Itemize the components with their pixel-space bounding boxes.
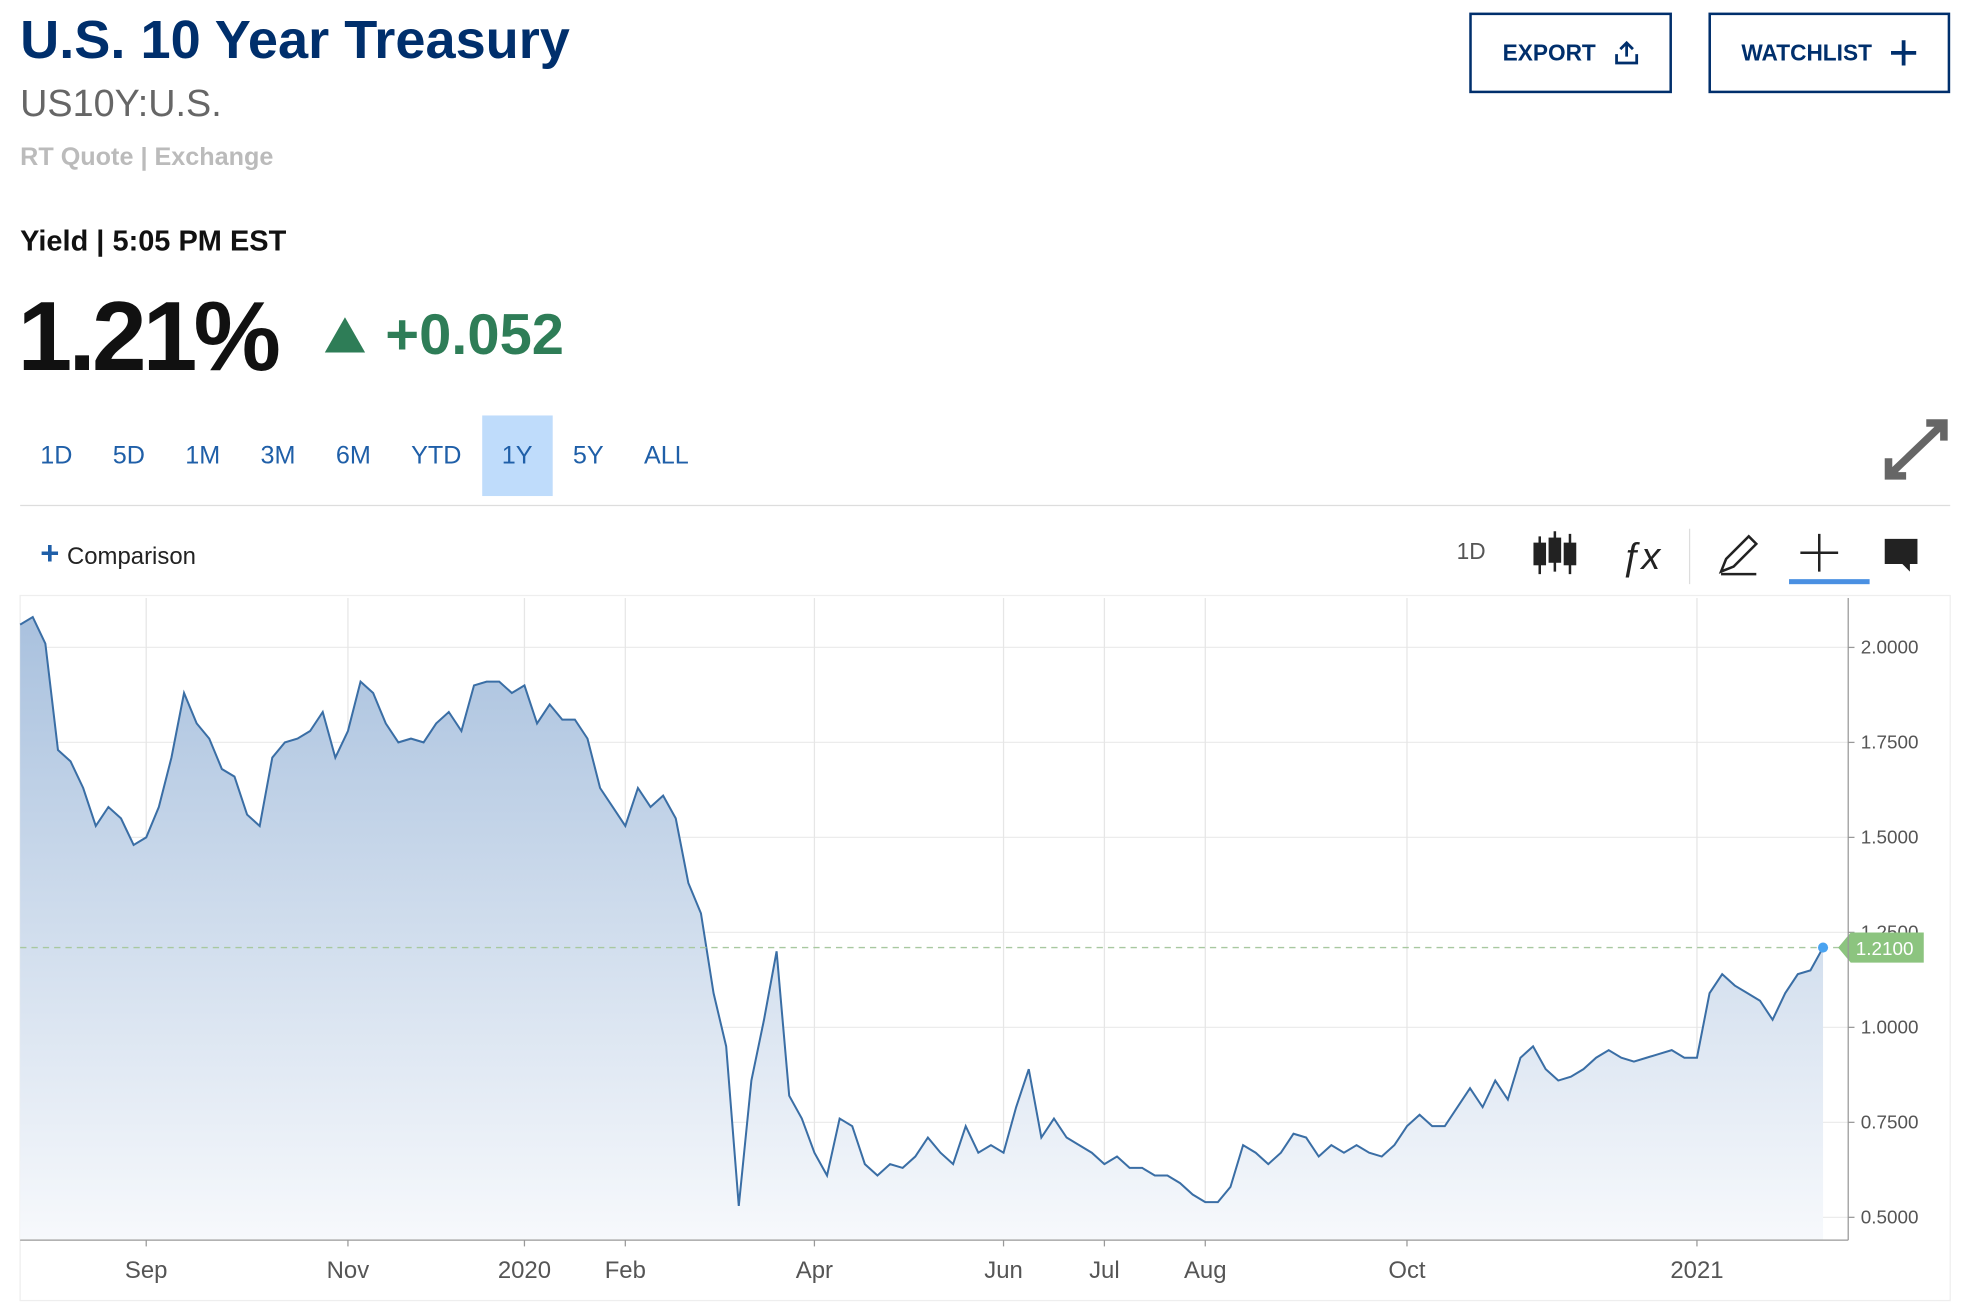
line xyxy=(19,615,1824,1207)
toolbar-icons: ƒx xyxy=(1533,528,1918,585)
x-tick-label: Sep xyxy=(125,1257,168,1284)
last-value-label: 1.2100 xyxy=(1856,939,1914,960)
change: +0.052 xyxy=(385,300,565,367)
comparison-label: Comparison xyxy=(66,543,196,571)
comparison-button[interactable]: + Comparison xyxy=(40,533,196,572)
source: RT Quote | Exchange xyxy=(20,143,274,172)
x-tick-label: Apr xyxy=(796,1257,833,1284)
range-button[interactable]: 1M xyxy=(185,441,221,470)
y-tick-label: 0.5000 xyxy=(1861,1208,1919,1229)
export-button[interactable]: EXPORT xyxy=(1469,12,1672,94)
expand-icon[interactable] xyxy=(1881,415,1952,483)
x-tick-label: Aug xyxy=(1184,1257,1227,1284)
plus-icon xyxy=(1890,40,1916,66)
range-button[interactable]: 6M xyxy=(335,441,371,470)
last-value-tag xyxy=(1838,932,1924,963)
quote-label: Yield | 5:05 PM EST xyxy=(20,224,287,257)
y-tick-label: 1.0000 xyxy=(1861,1018,1919,1039)
x-tick-label: Oct xyxy=(1388,1257,1426,1284)
y-tick-label: 1.5000 xyxy=(1861,828,1919,849)
export-icon xyxy=(1614,40,1638,65)
range-button[interactable]: 5D xyxy=(112,441,145,470)
comment-icon[interactable] xyxy=(1884,538,1918,572)
fx-icon[interactable]: ƒx xyxy=(1620,536,1661,578)
symbol: US10Y:U.S. xyxy=(20,83,222,125)
button-label: WATCHLIST xyxy=(1741,39,1872,65)
y-tick-label: 1.7500 xyxy=(1861,733,1919,754)
chart: 0.50000.75001.00001.25001.50001.75002.00… xyxy=(19,594,1951,1302)
x-tick-label: Jun xyxy=(984,1257,1023,1284)
last-point xyxy=(1817,942,1829,953)
title: U.S. 10 Year Treasury xyxy=(20,10,570,71)
range-button[interactable]: 5Y xyxy=(572,441,604,470)
y-tick-label: 2.0000 xyxy=(1861,638,1919,659)
range-button[interactable]: 3M xyxy=(260,441,296,470)
area xyxy=(20,617,1824,1241)
crosshair-icon[interactable] xyxy=(1800,533,1839,572)
watchlist-button[interactable]: WATCHLIST xyxy=(1708,12,1951,94)
range-button[interactable]: 1D xyxy=(40,441,73,470)
active-tab xyxy=(1789,579,1870,585)
price: 1.21% xyxy=(17,280,281,392)
button-label: EXPORT xyxy=(1502,39,1596,65)
range-button[interactable]: 1Y xyxy=(481,415,553,497)
divider xyxy=(20,504,1951,507)
y-tick-label: 0.7500 xyxy=(1861,1113,1919,1134)
x-tick-label: 2020 xyxy=(498,1257,551,1284)
up-arrow xyxy=(324,317,366,353)
candle-icon[interactable] xyxy=(1533,531,1577,575)
interval-button[interactable]: 1D xyxy=(1456,538,1486,565)
x-tick-label: Nov xyxy=(327,1257,370,1284)
x-tick-label: Feb xyxy=(605,1257,646,1284)
x-tick-label: Jul xyxy=(1089,1257,1120,1284)
range-selector: 1D 5D 1M 3M 6M YTD 1Y 5Y ALL xyxy=(20,415,709,497)
range-button[interactable]: ALL xyxy=(643,441,689,470)
x-tick-label: 2021 xyxy=(1670,1257,1723,1284)
pencil-icon[interactable] xyxy=(1718,534,1759,576)
range-button[interactable]: YTD xyxy=(411,441,462,470)
chart-frame xyxy=(19,594,1951,1302)
